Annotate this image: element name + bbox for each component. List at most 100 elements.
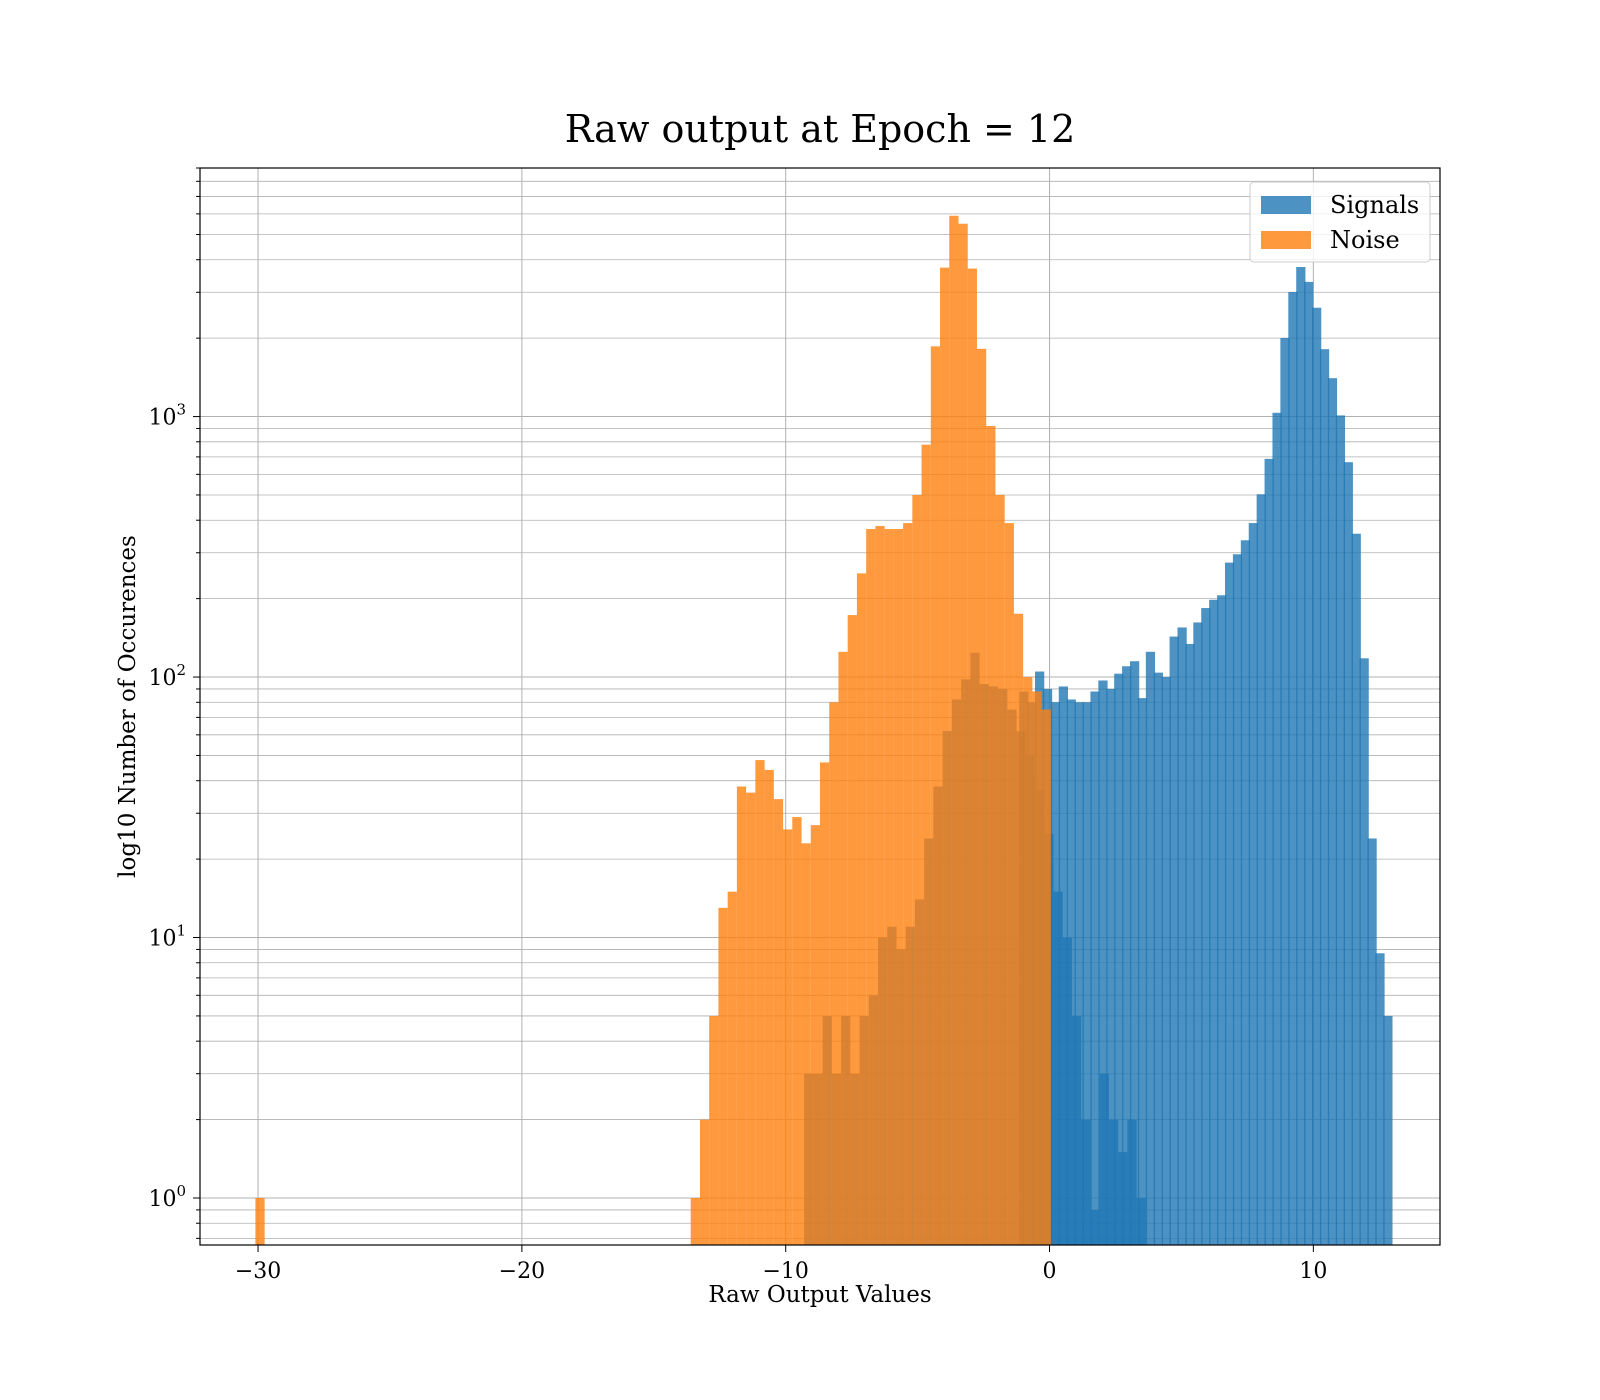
noise-bar [940, 267, 950, 1245]
signals-bar [1201, 608, 1211, 1245]
noise-bar [1023, 677, 1033, 1245]
signals-bar [1288, 292, 1298, 1245]
noise-bar [1041, 709, 1051, 1245]
plot-area: −30 −20 −10 0 10 100 101 102 103 [148, 167, 1441, 1284]
noise-bar [847, 615, 857, 1245]
signals-bar [1106, 688, 1116, 1245]
x-axis-label: Raw Output Values [708, 1282, 931, 1308]
noise-bar [690, 1197, 700, 1245]
signals-bar [1304, 281, 1314, 1245]
signals-bar [1296, 267, 1306, 1245]
noise-bar [1004, 523, 1014, 1245]
signals-bar [1312, 307, 1322, 1245]
noise-bar [967, 268, 977, 1245]
noise-bar [875, 526, 885, 1245]
noise-bar [930, 346, 941, 1245]
signals-bar [1335, 415, 1346, 1245]
signals-bar [1351, 533, 1361, 1245]
noise-bar [755, 760, 765, 1245]
signals-bar [1130, 661, 1140, 1245]
plot-frame [199, 167, 1441, 1246]
signals-bar [1074, 702, 1084, 1245]
noise-bar [949, 215, 959, 1245]
signals-bar [1272, 412, 1282, 1245]
noise-bar [829, 702, 839, 1245]
y-tick-label: 103 [148, 401, 186, 431]
signals-bar [1359, 658, 1369, 1245]
noise-bar [699, 1119, 710, 1245]
signals-bar [1240, 540, 1251, 1245]
signals-bar [1136, 1197, 1146, 1245]
noise-bar [838, 651, 848, 1245]
noise-bar [727, 891, 737, 1245]
noise-bar [736, 786, 747, 1245]
noise-bar [903, 523, 913, 1245]
noise-bar [958, 223, 968, 1245]
noise-bar [1013, 613, 1024, 1245]
legend-label-noise: Noise [1330, 226, 1400, 254]
signals-bar [1185, 643, 1195, 1245]
signals-bar [1224, 562, 1235, 1245]
noise-bar [856, 573, 867, 1245]
signals-bar [1153, 672, 1163, 1245]
noise-bar [783, 829, 793, 1245]
signals-bar [1169, 636, 1179, 1245]
signals-bar [1081, 1119, 1091, 1245]
noise-bar [921, 444, 931, 1245]
y-tick-label: 100 [148, 1182, 186, 1212]
signals-bar [1248, 523, 1258, 1245]
signals-bar [1193, 622, 1203, 1245]
signals-bar [1327, 378, 1338, 1245]
signals-bar [1367, 838, 1377, 1245]
signals-bar [1127, 1119, 1137, 1245]
noise-bar [801, 843, 811, 1245]
signals-bar [1256, 494, 1266, 1245]
signals-bar [1375, 953, 1385, 1245]
signals-bar [1082, 702, 1092, 1245]
signals-bar [1145, 651, 1156, 1245]
noise-bar [792, 817, 802, 1245]
signals-bar [1217, 595, 1227, 1245]
signals-bar [1122, 666, 1132, 1245]
noise-bar [746, 792, 756, 1245]
signals-bar [1090, 691, 1100, 1245]
x-tick-label: −20 [499, 1259, 545, 1284]
noise-bar [255, 1197, 265, 1245]
signals-bar [1264, 458, 1274, 1245]
signals-bar [1118, 1152, 1128, 1245]
signals-bar [1053, 891, 1063, 1245]
signals-bar [1161, 677, 1171, 1245]
noise-bar [893, 529, 904, 1245]
legend: Signals Noise [1249, 181, 1431, 263]
signals-bar [1232, 554, 1243, 1245]
signals-bar [1099, 1073, 1109, 1245]
y-axis-label: log10 Number of Occurences [115, 535, 141, 878]
y-tick-label: 102 [148, 661, 186, 691]
signals-bar [1280, 337, 1290, 1245]
legend-swatch-signals [1261, 196, 1311, 214]
signals-bar [1209, 599, 1219, 1245]
signals-bar [1108, 1119, 1119, 1245]
signals-bar [1137, 698, 1148, 1245]
signals-bar [1343, 462, 1353, 1245]
x-tick-label: 0 [1043, 1259, 1057, 1284]
signals-bar [1098, 680, 1108, 1245]
noise-bar [995, 494, 1005, 1245]
signals-bar [1062, 937, 1072, 1245]
noise-bar [718, 907, 728, 1245]
signals-bar [1071, 1015, 1082, 1245]
noise-bar [884, 529, 894, 1245]
noise-bar [820, 762, 830, 1245]
legend-label-signals: Signals [1330, 191, 1419, 219]
noise-bar [764, 769, 774, 1245]
noise-bar [986, 425, 996, 1245]
x-tick-label: 10 [1299, 1259, 1327, 1284]
noise-bar [709, 1015, 719, 1245]
noise-bar [1032, 691, 1042, 1245]
signals-bar [1177, 627, 1187, 1245]
noise-bar [866, 529, 876, 1245]
noise-bar [912, 494, 922, 1245]
chart-title: Raw output at Epoch = 12 [565, 107, 1076, 151]
